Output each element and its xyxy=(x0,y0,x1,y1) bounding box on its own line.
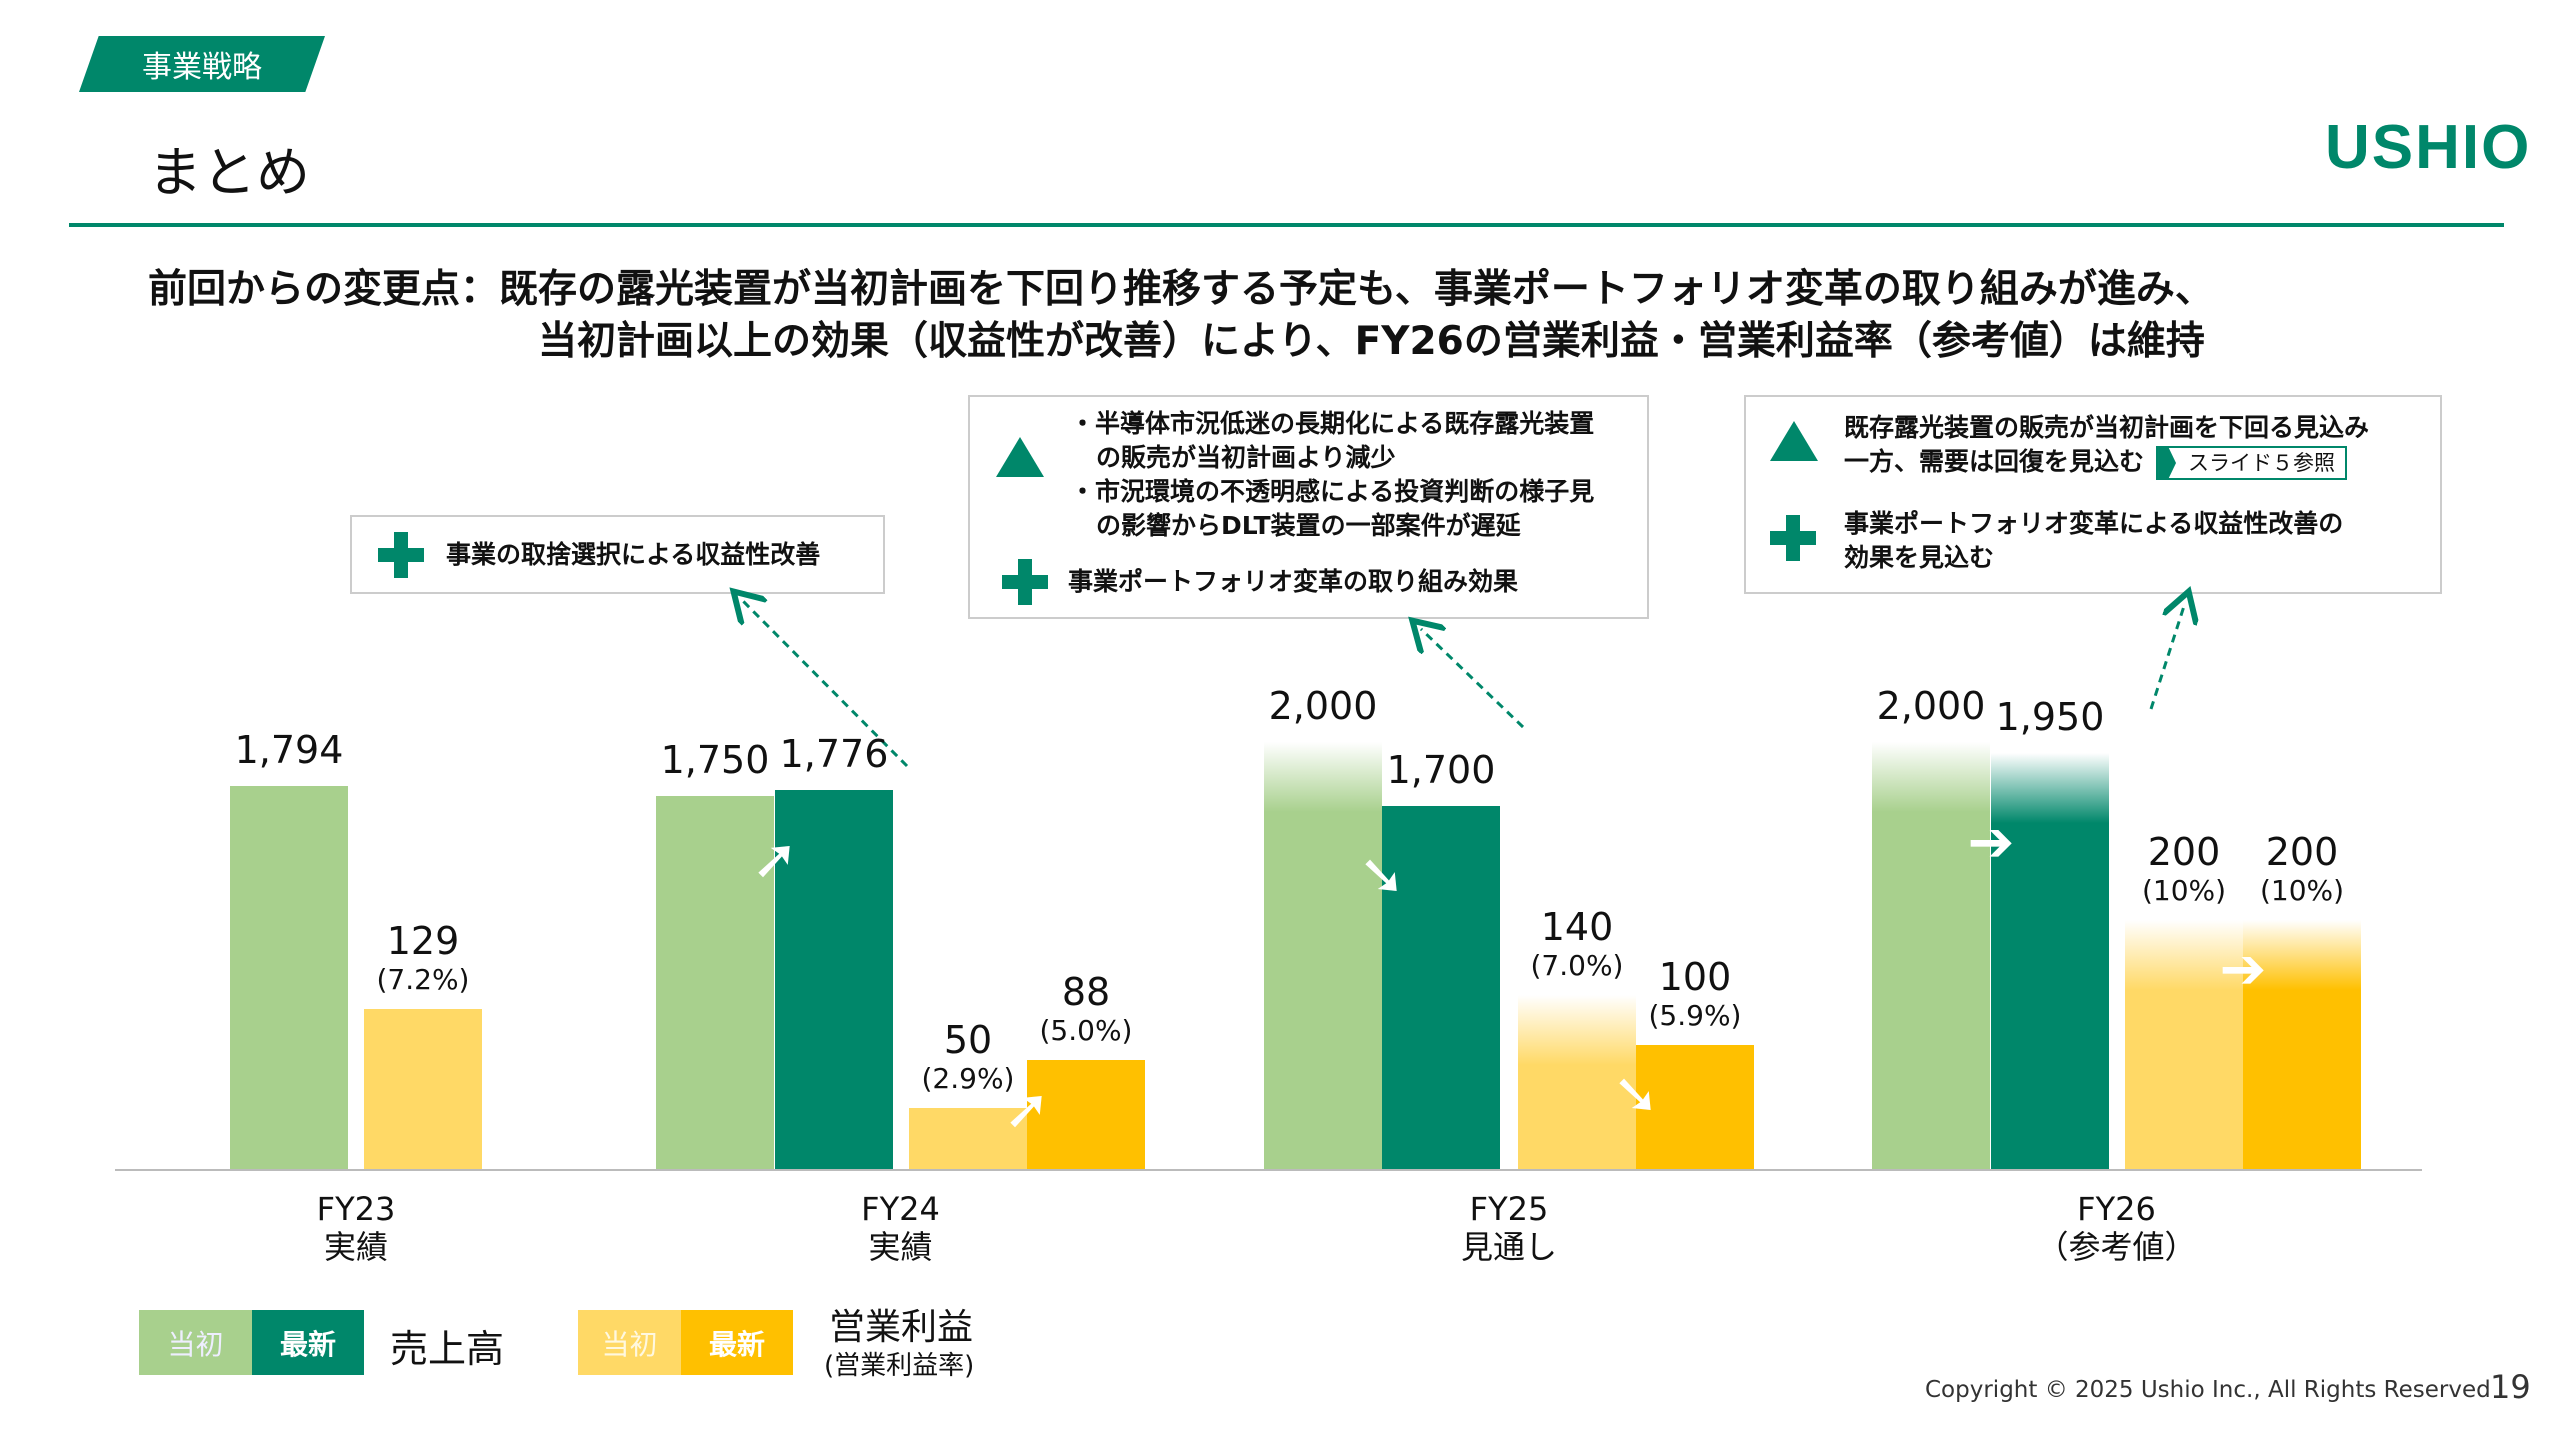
legend-sales-latest: 最新 xyxy=(252,1310,364,1375)
trend-arrow-icon: ➚ xyxy=(751,826,799,892)
callout-text: ・半導体市況低迷の長期化による既存露光装置 xyxy=(1070,409,1595,438)
data-label-sales-initial: 2,000 xyxy=(1268,684,1378,728)
trend-arrow-icon: ➔ xyxy=(2219,937,2267,1002)
category-label: FY26 （参考値） xyxy=(2036,1190,2197,1266)
category-label: FY25 見通し xyxy=(1460,1190,1557,1266)
margin-label-profit-latest: (10%) xyxy=(2259,874,2345,907)
section-tag: 事業戦略 xyxy=(79,36,325,92)
data-label-profit-initial: 50 xyxy=(943,1017,993,1062)
bar-sales-initial xyxy=(656,795,774,1170)
callout-text: 既存露光装置の販売が当初計画を下回る見込み xyxy=(1844,413,2370,442)
copyright: Copyright © 2025 Ushio Inc., All Rights … xyxy=(1925,1377,2491,1403)
bar-profit-initial xyxy=(909,1107,1027,1170)
callout-text: 事業ポートフォリオ変革による収益性改善の xyxy=(1844,509,2344,538)
callout-fy25: ・半導体市況低迷の長期化による既存露光装置 の販売が当初計画より減少 ・市況環境… xyxy=(968,395,1649,619)
trend-arrow-icon: ➘ xyxy=(1358,843,1406,909)
headline-line2: 当初計画以上の効果（収益性が改善）により、FY26の営業利益・営業利益率（参考値… xyxy=(538,319,2205,364)
bar-profit-latest xyxy=(2243,920,2361,1170)
legend-sales-initial: 当初 xyxy=(139,1310,252,1375)
callout-text: の販売が当初計画より減少 xyxy=(1096,443,1396,472)
data-label-sales-latest: 1,776 xyxy=(779,731,889,776)
page-number: 19 xyxy=(2490,1368,2531,1406)
bar-profit-initial xyxy=(1518,995,1636,1170)
trend-arrow-icon: ➚ xyxy=(1003,1077,1051,1142)
bar-profit-initial xyxy=(2125,920,2243,1170)
callout-fy24: 事業の取捨選択による収益性改善 xyxy=(350,515,885,594)
bar-sales-initial xyxy=(1872,742,1990,1170)
data-label-profit-initial: 129 xyxy=(386,918,460,963)
slide-reference-link[interactable]: スライド５参照 xyxy=(2156,446,2348,480)
callout-text: 事業の取捨選択による収益性改善 xyxy=(446,539,821,569)
margin-label-profit-initial: (7.0%) xyxy=(1530,949,1624,982)
bar-sales-latest xyxy=(775,789,893,1170)
bar-profit-initial xyxy=(364,1008,482,1170)
margin-label-profit-initial: (7.2%) xyxy=(376,962,470,996)
bar-sales-initial xyxy=(1264,742,1382,1170)
trend-arrow-icon: ➘ xyxy=(1612,1062,1660,1127)
data-label-profit-latest: 200 xyxy=(2265,830,2339,874)
x-axis-baseline xyxy=(115,1169,2422,1171)
trend-arrow-icon: ➔ xyxy=(1967,809,2015,875)
legend-profit-initial: 当初 xyxy=(578,1310,681,1375)
data-label-sales-initial: 2,000 xyxy=(1876,684,1986,728)
page-title: まとめ xyxy=(148,141,310,204)
callout-text: 事業ポートフォリオ変革の取り組み効果 xyxy=(1068,567,1519,596)
bar-sales-latest xyxy=(1382,806,1500,1170)
margin-label-profit-latest: (5.0%) xyxy=(1039,1014,1133,1047)
margin-label-profit-initial: (2.9%) xyxy=(921,1061,1015,1095)
category-label: FY24 実績 xyxy=(861,1190,940,1266)
legend-profit-label: 営業利益 xyxy=(829,1307,974,1348)
callout-text: 一方、需要は回復を見込む xyxy=(1844,447,2145,476)
legend-sales-label: 売上高 xyxy=(390,1327,505,1371)
bar-profit-latest xyxy=(1027,1060,1145,1170)
callout-fy26: 既存露光装置の販売が当初計画を下回る見込み 一方、需要は回復を見込む スライド５参… xyxy=(1744,395,2442,594)
title-divider xyxy=(69,223,2504,227)
data-label-profit-initial: 140 xyxy=(1540,905,1614,949)
triangle-icon xyxy=(996,437,1044,477)
legend-profit-latest: 最新 xyxy=(681,1310,793,1375)
connector-fy24 xyxy=(742,600,909,768)
legend-profit-sublabel: (営業利益率) xyxy=(824,1351,975,1381)
plus-icon xyxy=(1002,559,1048,605)
margin-label-profit-latest: (5.9%) xyxy=(1648,999,1742,1032)
headline-line1: 前回からの変更点：既存の露光装置が当初計画を下回り推移する予定も、事業ポートフォ… xyxy=(148,267,2214,312)
callout-text: 効果を見込む xyxy=(1844,543,1995,572)
data-label-profit-latest: 100 xyxy=(1658,955,1732,999)
bar-profit-latest xyxy=(1636,1045,1754,1170)
plus-icon xyxy=(378,531,424,578)
bar-sales-initial xyxy=(230,786,348,1170)
data-label-profit-initial: 200 xyxy=(2147,830,2221,874)
data-label-sales-initial: 1,794 xyxy=(234,728,344,773)
data-label-sales-initial: 1,750 xyxy=(660,737,770,782)
callout-text: の影響からDLT装置の一部案件が遅延 xyxy=(1096,511,1521,540)
ushio-logo: USHIO xyxy=(2325,113,2532,182)
plus-icon xyxy=(1770,515,1816,561)
data-label-sales-latest: 1,950 xyxy=(1995,694,2105,739)
data-label-sales-latest: 1,700 xyxy=(1386,748,1496,793)
margin-label-profit-initial: (10%) xyxy=(2141,874,2227,907)
data-label-profit-latest: 88 xyxy=(1061,970,1111,1014)
callout-text: ・市況環境の不透明感による投資判断の様子見 xyxy=(1070,477,1595,506)
triangle-icon xyxy=(1770,421,1818,461)
category-label: FY23 実績 xyxy=(316,1190,396,1266)
bar-sales-latest xyxy=(1991,752,2109,1170)
connector-fy26 xyxy=(2149,603,2185,710)
connector-fy25 xyxy=(1421,629,1525,729)
